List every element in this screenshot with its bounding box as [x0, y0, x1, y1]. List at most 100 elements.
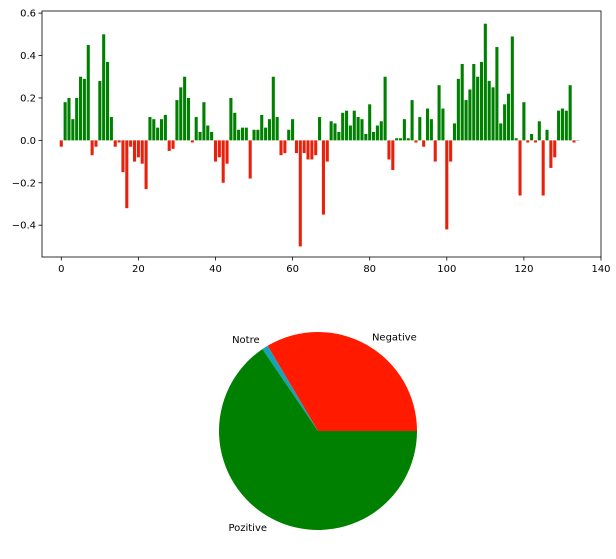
y-tick-label: 0.4 [20, 51, 36, 62]
x-tick-label: 60 [286, 264, 299, 275]
bar [136, 140, 140, 158]
bar [441, 108, 445, 141]
x-tick-label: 20 [132, 264, 145, 275]
bar [341, 112, 345, 141]
bar [472, 64, 476, 141]
bar [71, 119, 75, 141]
bar [410, 100, 414, 141]
bar [163, 114, 167, 141]
y-tick-label: 0.0 [20, 136, 36, 147]
bar [564, 110, 568, 141]
bar [129, 140, 133, 147]
bar [256, 129, 260, 141]
bar [237, 129, 241, 141]
bar [294, 140, 298, 154]
bar [94, 140, 98, 147]
bar [452, 123, 457, 141]
bar [345, 110, 349, 141]
bar [514, 138, 518, 141]
bar [287, 129, 291, 141]
bar [437, 85, 441, 141]
y-tick-label: 0.6 [20, 9, 36, 20]
bar [144, 140, 148, 190]
bar [522, 102, 526, 141]
bar [190, 140, 194, 143]
bar [283, 140, 287, 154]
plot-frame [41, 10, 602, 258]
bar [159, 119, 164, 141]
bar [360, 119, 364, 141]
x-tick-label: 0 [58, 264, 64, 275]
bar [275, 117, 279, 141]
bar [568, 85, 572, 141]
bar [445, 140, 449, 230]
bar [79, 76, 83, 141]
pie-slice [218, 349, 417, 530]
bar [121, 140, 125, 173]
pie-slice-label: Notre [232, 335, 260, 346]
bar [306, 140, 310, 160]
bar [387, 140, 391, 160]
bar [368, 104, 372, 141]
bar [541, 140, 545, 196]
bar [499, 123, 503, 141]
bar [252, 129, 256, 141]
bar [267, 119, 271, 141]
bar [506, 93, 511, 141]
bar [148, 117, 152, 141]
bar [553, 140, 557, 158]
bar [314, 140, 318, 156]
bar [125, 140, 129, 209]
x-axis: 0 20 40 60 80 100 120 140 [58, 257, 611, 275]
bar [298, 140, 302, 247]
bar [75, 97, 79, 141]
bar [167, 140, 171, 151]
bar [557, 110, 561, 141]
x-tick-label: 100 [437, 264, 456, 275]
bar [90, 140, 94, 156]
bar [86, 44, 90, 141]
bar [476, 76, 480, 141]
bar [229, 97, 233, 141]
bar [321, 140, 325, 215]
bar [449, 140, 453, 162]
pie-slice-label: Pozitive [228, 523, 267, 534]
bar [348, 125, 352, 141]
bar [372, 131, 376, 141]
pie-chart: Negative Notre Pozitive [218, 332, 417, 534]
bar [479, 61, 484, 141]
bar [460, 64, 464, 141]
bar [491, 87, 495, 141]
bar [102, 34, 106, 141]
bar [248, 140, 252, 179]
bar [221, 140, 225, 183]
x-tick-label: 80 [363, 264, 376, 275]
bar [279, 140, 283, 156]
bar [233, 112, 237, 141]
bar [356, 117, 360, 141]
bar [264, 127, 268, 141]
bar [260, 114, 264, 141]
bar [337, 131, 341, 141]
bar [225, 140, 229, 164]
bar [132, 140, 137, 162]
y-tick-label: −0.2 [12, 178, 36, 189]
bar [487, 80, 491, 141]
bar [325, 140, 329, 162]
bar [433, 140, 437, 162]
bar [240, 127, 245, 141]
bar [109, 117, 113, 141]
bar [414, 140, 418, 143]
bar [402, 119, 406, 141]
y-tick-label: 0.2 [20, 93, 36, 104]
bar [483, 23, 487, 141]
bar [503, 104, 507, 141]
bar [179, 87, 183, 141]
bar [379, 121, 383, 141]
bar [560, 108, 564, 141]
bar [464, 100, 468, 141]
bar [63, 102, 67, 141]
bar [217, 140, 221, 158]
bar [186, 97, 191, 141]
bar [206, 125, 210, 141]
